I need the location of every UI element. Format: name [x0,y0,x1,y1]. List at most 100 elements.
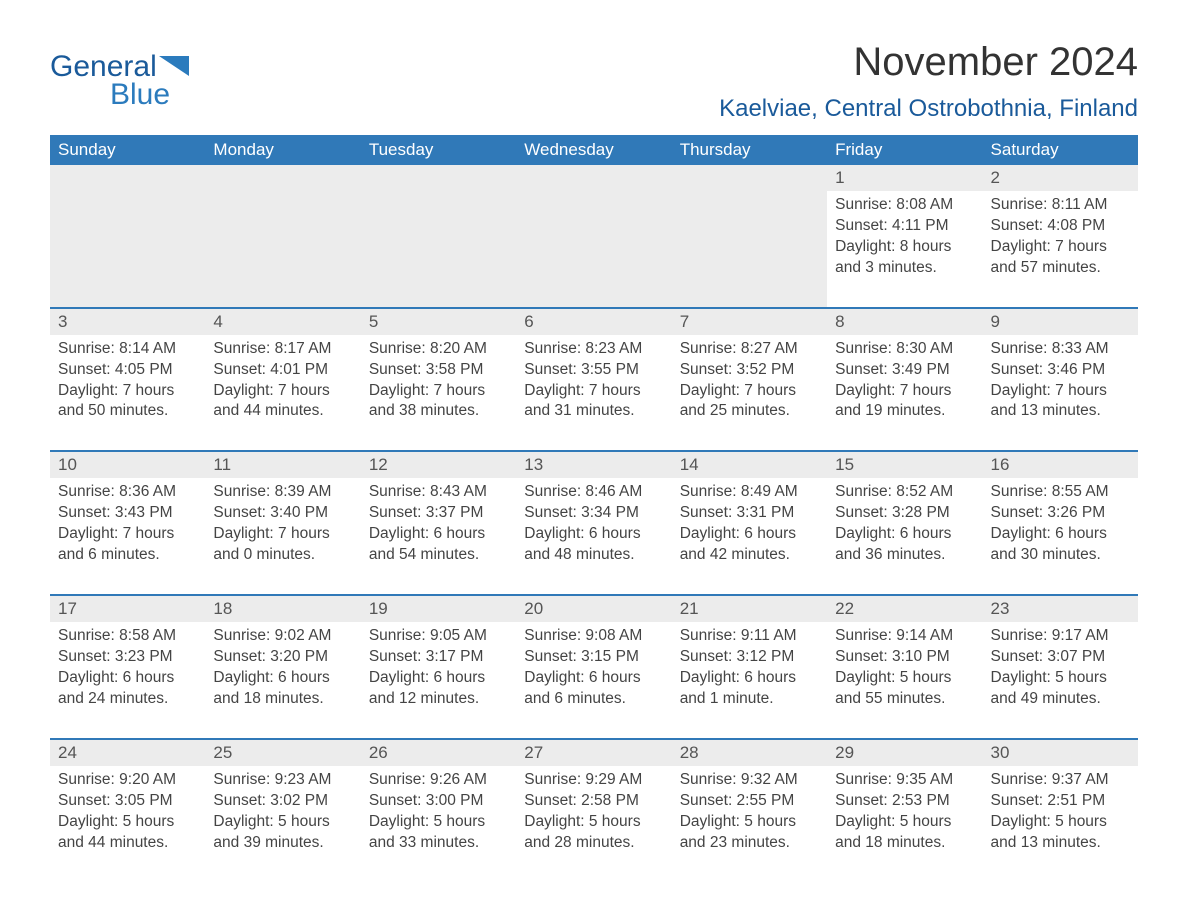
daylight1-text: Daylight: 7 hours [680,381,819,402]
daylight2-text: and 3 minutes. [835,258,974,279]
day-number-cell: 12 [361,451,516,478]
day-number-cell: 28 [672,739,827,766]
daylight2-text: and 49 minutes. [991,689,1130,710]
day-detail-cell: Sunrise: 8:17 AMSunset: 4:01 PMDaylight:… [205,335,360,452]
daylight2-text: and 25 minutes. [680,401,819,422]
day-detail-cell: Sunrise: 9:20 AMSunset: 3:05 PMDaylight:… [50,766,205,862]
sunset-text: Sunset: 2:51 PM [991,791,1130,812]
day-detail-cell: Sunrise: 8:20 AMSunset: 3:58 PMDaylight:… [361,335,516,452]
sunrise-text: Sunrise: 8:17 AM [213,339,352,360]
sunrise-text: Sunrise: 9:35 AM [835,770,974,791]
day-detail-cell [50,191,205,308]
sunrise-text: Sunrise: 9:11 AM [680,626,819,647]
daylight2-text: and 0 minutes. [213,545,352,566]
day-number-cell: 21 [672,595,827,622]
daylight2-text: and 38 minutes. [369,401,508,422]
daylight1-text: Daylight: 7 hours [58,524,197,545]
day-detail-cell: Sunrise: 9:08 AMSunset: 3:15 PMDaylight:… [516,622,671,739]
daylight1-text: Daylight: 6 hours [369,668,508,689]
day-detail-cell: Sunrise: 9:35 AMSunset: 2:53 PMDaylight:… [827,766,982,862]
sunset-text: Sunset: 3:46 PM [991,360,1130,381]
day-detail-cell: Sunrise: 8:46 AMSunset: 3:34 PMDaylight:… [516,478,671,595]
daylight2-text: and 6 minutes. [58,545,197,566]
daylight1-text: Daylight: 6 hours [991,524,1130,545]
sunrise-text: Sunrise: 8:23 AM [524,339,663,360]
day-detail-cell: Sunrise: 8:11 AMSunset: 4:08 PMDaylight:… [983,191,1138,308]
day-number-cell: 10 [50,451,205,478]
day-detail-row: Sunrise: 8:58 AMSunset: 3:23 PMDaylight:… [50,622,1138,739]
daylight1-text: Daylight: 5 hours [680,812,819,833]
title-block: November 2024 Kaelviae, Central Ostrobot… [719,40,1138,133]
sunrise-text: Sunrise: 8:39 AM [213,482,352,503]
sunrise-text: Sunrise: 8:30 AM [835,339,974,360]
sunrise-text: Sunrise: 9:32 AM [680,770,819,791]
calendar-table: Sunday Monday Tuesday Wednesday Thursday… [50,135,1138,861]
daylight2-text: and 24 minutes. [58,689,197,710]
sunset-text: Sunset: 3:00 PM [369,791,508,812]
daylight2-text: and 36 minutes. [835,545,974,566]
sunset-text: Sunset: 3:20 PM [213,647,352,668]
day-number-cell: 19 [361,595,516,622]
day-detail-cell: Sunrise: 8:30 AMSunset: 3:49 PMDaylight:… [827,335,982,452]
daylight1-text: Daylight: 6 hours [524,524,663,545]
daylight1-text: Daylight: 5 hours [835,668,974,689]
sunrise-text: Sunrise: 8:36 AM [58,482,197,503]
sunset-text: Sunset: 2:58 PM [524,791,663,812]
day-detail-cell: Sunrise: 9:05 AMSunset: 3:17 PMDaylight:… [361,622,516,739]
day-number-cell: 27 [516,739,671,766]
sunset-text: Sunset: 4:08 PM [991,216,1130,237]
sunrise-text: Sunrise: 9:05 AM [369,626,508,647]
day-number-cell: 30 [983,739,1138,766]
daylight1-text: Daylight: 5 hours [58,812,197,833]
daylight2-text: and 54 minutes. [369,545,508,566]
day-detail-cell: Sunrise: 8:33 AMSunset: 3:46 PMDaylight:… [983,335,1138,452]
day-number-cell [205,165,360,191]
sunset-text: Sunset: 3:05 PM [58,791,197,812]
daylight1-text: Daylight: 6 hours [58,668,197,689]
dow-sunday: Sunday [50,135,205,165]
day-number-cell: 20 [516,595,671,622]
day-detail-cell: Sunrise: 8:23 AMSunset: 3:55 PMDaylight:… [516,335,671,452]
day-detail-cell: Sunrise: 9:02 AMSunset: 3:20 PMDaylight:… [205,622,360,739]
logo-triangle-icon [159,56,193,78]
daylight1-text: Daylight: 5 hours [213,812,352,833]
day-number-cell: 11 [205,451,360,478]
sunrise-text: Sunrise: 8:49 AM [680,482,819,503]
daylight2-text: and 42 minutes. [680,545,819,566]
day-number-cell: 6 [516,308,671,335]
day-number-row: 17181920212223 [50,595,1138,622]
header: General Blue November 2024 Kaelviae, Cen… [50,40,1138,133]
dow-thursday: Thursday [672,135,827,165]
sunrise-text: Sunrise: 8:20 AM [369,339,508,360]
sunset-text: Sunset: 3:17 PM [369,647,508,668]
day-number-cell [672,165,827,191]
sunset-text: Sunset: 3:37 PM [369,503,508,524]
daylight1-text: Daylight: 6 hours [680,524,819,545]
day-number-cell: 2 [983,165,1138,191]
daylight1-text: Daylight: 5 hours [991,668,1130,689]
sunrise-text: Sunrise: 8:08 AM [835,195,974,216]
sunrise-text: Sunrise: 9:20 AM [58,770,197,791]
day-number-cell: 8 [827,308,982,335]
day-number-cell: 3 [50,308,205,335]
daylight1-text: Daylight: 7 hours [524,381,663,402]
sunset-text: Sunset: 3:15 PM [524,647,663,668]
daylight2-text: and 12 minutes. [369,689,508,710]
sunset-text: Sunset: 3:12 PM [680,647,819,668]
sunrise-text: Sunrise: 8:27 AM [680,339,819,360]
day-detail-cell: Sunrise: 9:11 AMSunset: 3:12 PMDaylight:… [672,622,827,739]
sunset-text: Sunset: 3:28 PM [835,503,974,524]
sunset-text: Sunset: 3:40 PM [213,503,352,524]
day-of-week-row: Sunday Monday Tuesday Wednesday Thursday… [50,135,1138,165]
sunset-text: Sunset: 3:52 PM [680,360,819,381]
logo: General Blue [50,40,193,112]
dow-monday: Monday [205,135,360,165]
daylight1-text: Daylight: 7 hours [58,381,197,402]
sunrise-text: Sunrise: 9:02 AM [213,626,352,647]
dow-wednesday: Wednesday [516,135,671,165]
day-number-row: 24252627282930 [50,739,1138,766]
sunset-text: Sunset: 3:49 PM [835,360,974,381]
day-detail-cell: Sunrise: 9:32 AMSunset: 2:55 PMDaylight:… [672,766,827,862]
dow-friday: Friday [827,135,982,165]
daylight1-text: Daylight: 7 hours [991,237,1130,258]
